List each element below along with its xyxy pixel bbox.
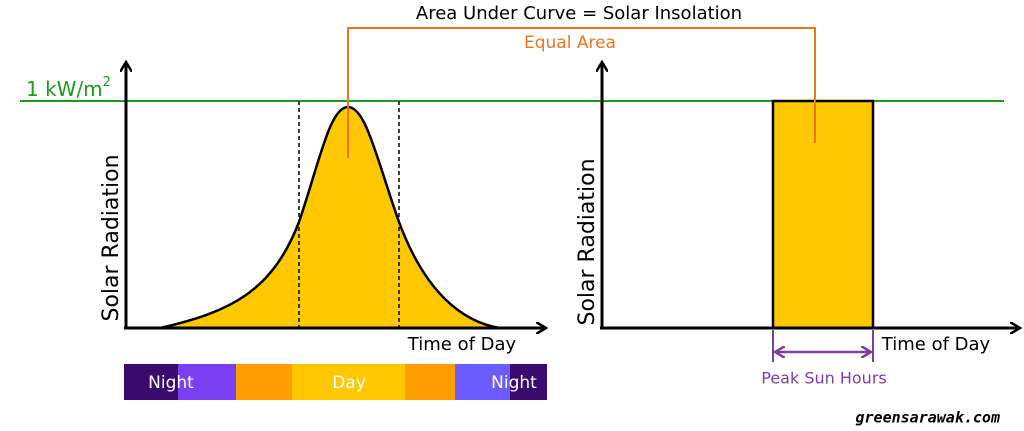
watermark: greensarawak.com [856,409,1001,427]
timeline: Night Day Night [124,364,547,400]
y-label: Solar Radiation [575,158,600,325]
timeline-label: Day [332,373,366,393]
peak-block [771,99,875,330]
radiation-curve [159,105,501,330]
segment [236,364,292,400]
reference-label: 1 kW/m2 [26,75,111,101]
segment [405,364,455,400]
segment [510,364,547,400]
x-label: Time of Day [407,334,517,355]
segment [455,364,513,400]
timeline-label: Night [148,373,194,393]
annotation: Equal Area [524,33,616,53]
timeline-label: Night [491,373,537,393]
segment [292,364,405,400]
x-label: Time of Day [881,334,991,355]
title: Area Under Curve = Solar Insolation [416,3,742,24]
segment [124,364,184,400]
segment [178,364,236,400]
connector [347,27,816,158]
bracket-label: Peak Sun Hours [761,369,886,388]
y-label: Solar Radiation [99,154,124,321]
